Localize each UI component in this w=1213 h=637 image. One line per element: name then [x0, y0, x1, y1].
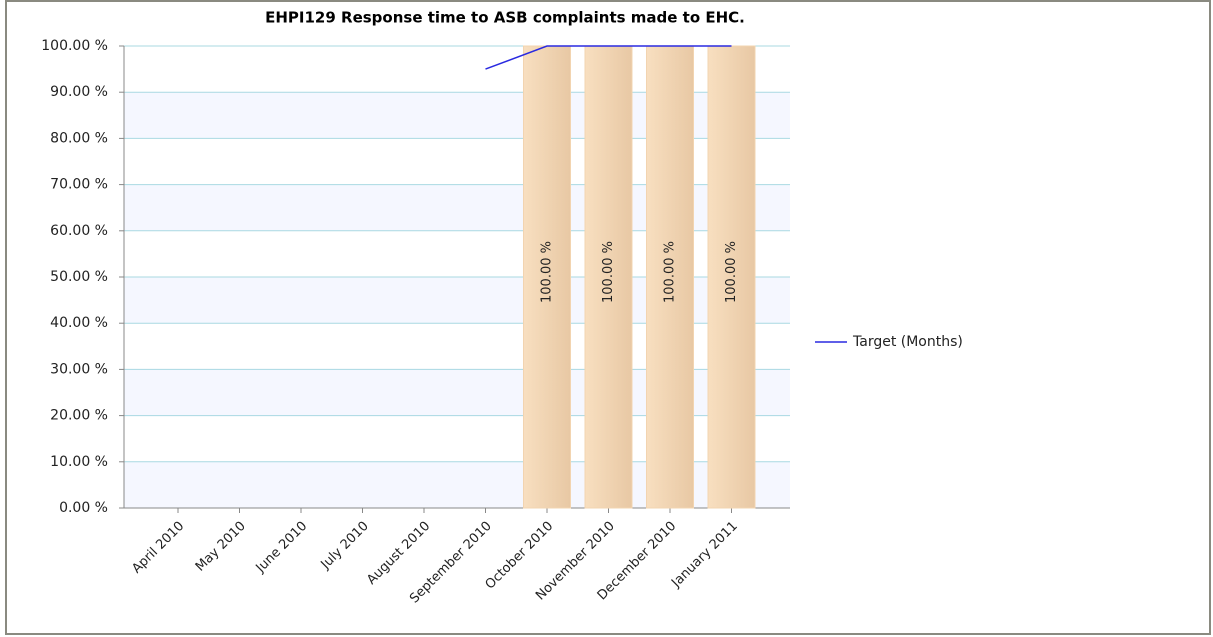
- bar: [584, 45, 633, 509]
- y-tick-label: 20.00 %: [50, 408, 108, 424]
- line: [485, 45, 732, 70]
- data-label: 100.00 %: [601, 241, 616, 303]
- y-tick-label: 60.00 %: [50, 223, 108, 239]
- y-tick-label: 100.00 %: [41, 38, 108, 54]
- bar: [523, 45, 571, 509]
- y-tick-label: 80.00 %: [50, 130, 108, 146]
- bar: [707, 45, 756, 509]
- y-tick-label: 0.00 %: [59, 500, 108, 516]
- data-label: 100.00 %: [724, 241, 739, 303]
- frame: [5, 0, 1211, 635]
- legend-label: Target (Months): [852, 334, 963, 350]
- chart-title: EHPI129 Response time to ASB complaints …: [265, 9, 745, 27]
- y-tick-label: 70.00 %: [50, 177, 108, 193]
- y-tick-label: 90.00 %: [50, 84, 108, 100]
- data-label: 100.00 %: [540, 241, 555, 303]
- bar: [646, 45, 694, 509]
- y-tick-label: 40.00 %: [50, 315, 108, 331]
- data-label: 100.00 %: [663, 241, 678, 303]
- y-tick-label: 30.00 %: [50, 361, 108, 377]
- y-tick-label: 50.00 %: [50, 269, 108, 285]
- y-tick-label: 10.00 %: [50, 454, 108, 470]
